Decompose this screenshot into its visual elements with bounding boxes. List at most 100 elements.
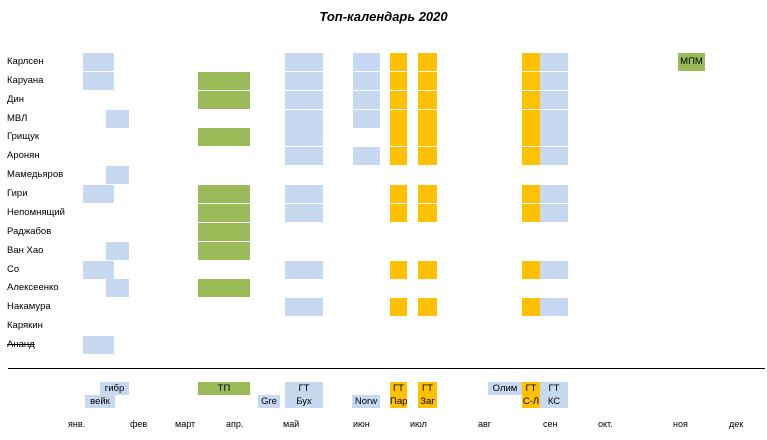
event-cell [418,71,437,90]
event-cell [285,71,323,90]
player-name: Карлсен [7,56,44,67]
month-label: март [175,419,196,429]
event-cell [285,90,323,109]
player-name: Накамура [7,301,51,313]
player-name: Гири [7,188,28,200]
event-cell [83,336,114,355]
event-cell [540,147,568,166]
event-cell [540,203,568,222]
month-label: апр. [226,419,244,429]
player-name: Мамедьяров [7,169,64,181]
event-cell [353,109,380,128]
event-cell [390,90,407,109]
event-cell [106,109,129,128]
event-cell [522,109,540,128]
month-label: дек [729,419,744,429]
event-cell [418,185,437,204]
event-cell [418,128,437,147]
month-label: авг [478,419,492,429]
legend-gre: Gre [258,395,280,408]
event-cell [353,71,380,90]
event-cell [522,147,540,166]
event-cell [285,260,323,279]
player-name: Карякин [7,320,43,332]
event-cell [540,128,568,147]
event-cell [418,53,437,71]
event-cell [418,260,437,279]
event-cell [198,128,250,147]
event-cell [390,260,407,279]
event-cell [522,53,540,71]
event-cell [390,71,407,90]
event-cell [83,53,114,71]
event-cell [540,109,568,128]
event-cell [540,260,568,279]
event-cell [390,128,407,147]
event-cell [540,71,568,90]
event-cell [285,298,323,317]
player-name: Дин [7,93,24,105]
event-cell [418,203,437,222]
legend-gt_zag: ГТ Заг [418,382,437,408]
event-cell [418,298,437,317]
event-cell [522,128,540,147]
event-cell [106,166,129,185]
event-cell [390,53,407,71]
legend-gt_sl: ГТ С-Л [522,382,540,408]
month-label: июн [353,419,370,429]
event-cell [390,109,407,128]
player-name: Грищук [7,131,40,143]
player-name: Со [7,263,20,275]
event-cell [390,185,407,204]
event-cell [285,109,323,128]
event-cell [522,203,540,222]
event-cell [390,298,407,317]
event-cell [106,279,129,298]
event-cell [522,71,540,90]
event-cell [285,128,323,147]
legend-gt_par: ГТ Пар [390,382,408,408]
event-cell [540,298,568,317]
player-name: Алексеенко [7,282,59,294]
month-label: янв. [68,419,86,429]
event-cell [198,71,250,90]
event-cell [390,203,407,222]
event-cell [285,203,323,222]
event-cell [418,109,437,128]
event-cell [198,241,250,260]
legend-olim: Олим [488,382,522,395]
event-cell [353,147,380,166]
event-cell [83,71,114,90]
event-cell [285,53,323,71]
divider [8,368,765,369]
legend-gibr: гибр [100,382,129,395]
event-cell [198,203,250,222]
month-label: июл [410,419,427,429]
event-cell [198,222,250,241]
event-cell [418,90,437,109]
event-cell [353,53,380,71]
month-label: сен [543,419,558,429]
event-cell [540,90,568,109]
legend-tp: ТП [198,382,250,395]
legend-gt_ks: ГТ КС [540,382,568,408]
player-name: Аронян [7,150,40,162]
event-cell [285,147,323,166]
player-name: Каруана [7,74,44,86]
player-name: МВЛ [7,112,28,124]
event-cell [522,298,540,317]
calendar-title: Топ-календарь 2020 [319,9,448,24]
event-cell [83,185,114,204]
event-cell [540,185,568,204]
event-cell [198,185,250,204]
event-cell: МПМ [678,53,705,71]
month-label: май [283,419,300,429]
player-name: Ананд [7,339,35,351]
event-cell [198,279,250,298]
month-label: ноя [673,419,688,429]
legend-norw: Norw [352,395,380,408]
event-cell [285,185,323,204]
event-cell [540,53,568,71]
legend-wijk: вейк [85,395,115,408]
player-name: Раджабов [7,225,52,237]
